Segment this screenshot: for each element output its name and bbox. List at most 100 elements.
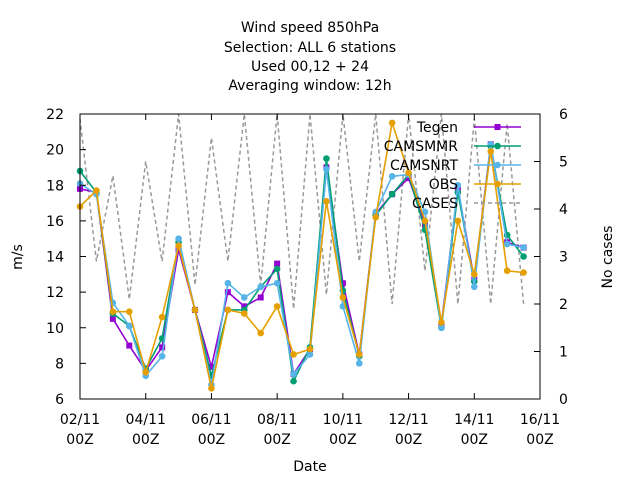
data-point-camsnrt: [503, 240, 511, 248]
data-point-camsnrt: [470, 283, 478, 291]
chart-title: Wind speed 850hPa Selection: ALL 6 stati…: [224, 20, 396, 94]
cases-series-layer: [79, 113, 525, 309]
title-line-3: Used 00,12 + 24: [251, 59, 369, 75]
title-line-2: Selection: ALL 6 stations: [224, 40, 396, 56]
y-tick-label: 16: [46, 214, 64, 230]
data-point-obs: [125, 308, 133, 316]
data-point-obs: [273, 303, 281, 310]
data-point-tegen: [274, 260, 281, 267]
x-tick-label-date: 02/11: [60, 412, 100, 428]
data-point-camsnrt: [109, 299, 117, 307]
data-point-camsmmr: [520, 253, 527, 260]
data-point-obs: [470, 271, 478, 278]
series-cases: [79, 113, 525, 309]
y-tick-label: 12: [46, 285, 64, 301]
x-tick-label-time: 00Z: [329, 432, 356, 448]
data-point-obs: [323, 197, 330, 205]
data-point-camsnrt: [306, 351, 314, 358]
data-point-tegen: [208, 363, 215, 370]
data-point-tegen: [224, 289, 231, 296]
y2-tick-label: 3: [559, 250, 568, 266]
x-tick-label-date: 12/11: [388, 412, 428, 428]
data-point-camsmmr: [323, 155, 330, 162]
data-point-obs: [339, 294, 347, 301]
data-point-camsnrt: [355, 360, 363, 367]
data-point-tegen: [126, 342, 133, 349]
y-tick-label: 20: [46, 143, 64, 159]
x-tick-label-time: 00Z: [66, 432, 93, 448]
x-axis: 02/11 00Z 04/11 00Z 06/11 00Z 08/11 00Z 10/11 00Z…: [60, 114, 560, 448]
data-point-obs: [372, 214, 380, 221]
y-tick-label: 10: [46, 321, 64, 337]
x-tick-label-date: 16/11: [520, 412, 560, 428]
legend-label-obs: OBS: [429, 177, 458, 193]
legend-label-cases: CASES: [412, 196, 458, 212]
data-point-obs: [208, 385, 215, 392]
y2-axis-label: No cases: [600, 226, 616, 289]
data-point-camsnrt: [520, 244, 527, 251]
data-point-camsnrt: [158, 352, 166, 360]
data-point-tegen: [257, 294, 264, 301]
data-point-obs: [438, 319, 445, 326]
data-point-obs: [487, 148, 495, 155]
legend-label-tegen: Tegen: [416, 120, 458, 136]
data-point-camsnrt: [125, 322, 133, 330]
x-tick-label-time: 00Z: [132, 432, 159, 448]
data-point-camsnrt: [273, 279, 281, 287]
x-tick-label-time: 00Z: [198, 432, 225, 448]
data-point-camsmmr: [290, 377, 297, 385]
legend-marker-tegen: [494, 124, 501, 130]
data-point-obs: [191, 306, 199, 314]
x-tick-label-time: 00Z: [461, 432, 488, 448]
legend: Tegen CAMSMMR CAMSNRT OBS CASES: [384, 120, 521, 212]
x-tick-label-time: 00Z: [263, 432, 290, 448]
data-point-camsnrt: [175, 235, 182, 242]
data-point-obs: [355, 351, 363, 358]
data-point-obs: [290, 351, 297, 358]
legend-marker-camsmmr: [494, 142, 501, 150]
data-point-obs: [158, 313, 166, 321]
data-point-obs: [306, 345, 314, 353]
title-line-4: Averaging window: 12h: [228, 78, 391, 94]
y-axis: 6 8 10 12 14 16 18 20 22: [46, 107, 86, 408]
series-line-camsnrt: [79, 144, 524, 385]
data-point-obs: [257, 329, 265, 337]
data-point-camsnrt: [454, 181, 462, 189]
y2-tick-label: 4: [559, 202, 568, 218]
y2-tick-label: 1: [559, 345, 568, 361]
data-point-camsnrt: [290, 370, 297, 378]
y-tick-label: 14: [46, 250, 64, 266]
data-point-camsnrt: [240, 294, 248, 301]
x-tick-label-date: 04/11: [126, 412, 166, 428]
data-point-obs: [520, 269, 527, 276]
x-tick-label-date: 06/11: [191, 412, 231, 428]
series-obs: [76, 119, 527, 392]
legend-label-camsnrt: CAMSNRT: [390, 158, 459, 174]
data-point-tegen: [339, 280, 346, 287]
data-point-obs: [388, 119, 396, 127]
data-point-obs: [405, 169, 412, 177]
y2-tick-label: 0: [559, 392, 568, 408]
data-point-tegen: [109, 315, 116, 322]
series-camsnrt: [76, 140, 527, 389]
data-point-obs: [224, 306, 232, 314]
y-tick-label: 8: [55, 356, 64, 372]
data-point-camsnrt: [224, 279, 232, 287]
series-line-obs: [79, 122, 524, 389]
y2-axis: 0 1 2 3 4 5 6: [534, 107, 568, 408]
title-line-1: Wind speed 850hPa: [241, 20, 379, 36]
x-tick-label-date: 08/11: [257, 412, 297, 428]
y-tick-label: 22: [46, 107, 64, 123]
data-point-obs: [240, 310, 248, 317]
data-point-camsmmr: [388, 190, 396, 198]
data-point-obs: [109, 308, 117, 316]
data-point-obs: [421, 217, 429, 225]
data-point-camsnrt: [388, 173, 396, 180]
data-point-obs: [454, 217, 462, 225]
y2-tick-label: 6: [559, 107, 568, 123]
x-tick-label-time: 00Z: [395, 432, 422, 448]
data-point-obs: [175, 242, 182, 250]
legend-marker-obs: [494, 180, 501, 188]
y-axis-label: m/s: [10, 244, 26, 270]
